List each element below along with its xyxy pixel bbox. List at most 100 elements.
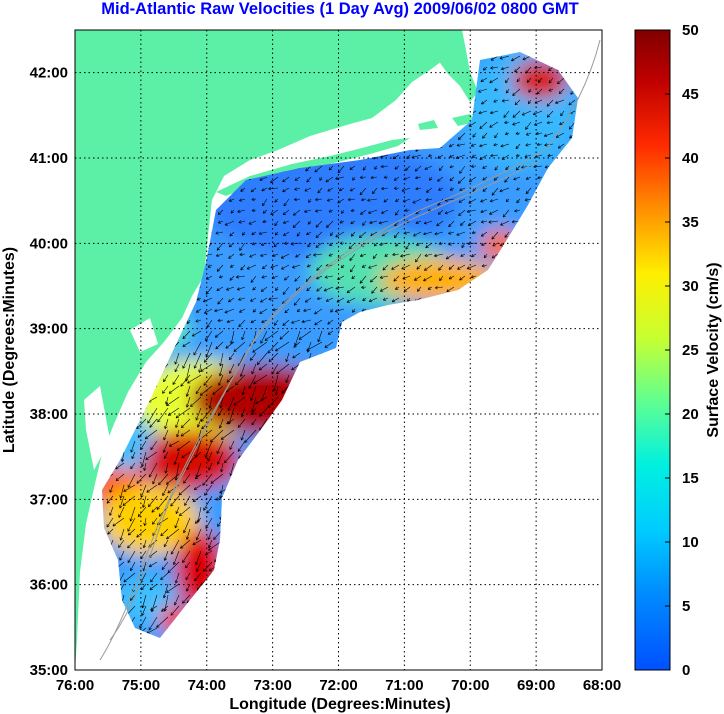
velocity-arrow (514, 99, 521, 106)
velocity-arrow (173, 451, 180, 465)
velocity-arrow (568, 99, 576, 106)
velocity-arrow (208, 462, 213, 471)
velocity-arrow (195, 550, 202, 566)
velocity-arrow (150, 605, 158, 611)
velocity-arrow (226, 374, 235, 383)
velocity-arrow (282, 319, 290, 326)
velocity-arrow (216, 242, 224, 251)
velocity-arrow (193, 484, 202, 490)
velocity-arrow (423, 275, 433, 282)
velocity-arrow (233, 396, 246, 406)
velocity-arrow (525, 143, 532, 147)
velocity-arrow (214, 330, 224, 338)
velocity-arrow (279, 330, 290, 340)
velocity-arrow (123, 484, 136, 492)
velocity-arrow (359, 253, 367, 257)
velocity-arrow (182, 352, 191, 369)
velocity-arrow (423, 231, 433, 236)
velocity-arrow (273, 319, 279, 326)
velocity-arrow (203, 352, 213, 363)
velocity-arrow (379, 275, 389, 279)
velocity-arrow (175, 407, 191, 419)
velocity-arrow (186, 583, 191, 592)
velocity-arrow (118, 506, 125, 518)
velocity-arrow (160, 528, 169, 537)
velocity-arrow (569, 121, 576, 130)
velocity-arrow (251, 231, 257, 236)
x-tick-label: 75:00 (122, 677, 160, 694)
velocity-arrow (434, 231, 444, 236)
velocity-arrow (368, 264, 378, 269)
velocity-arrow (341, 264, 345, 269)
velocity-arrow (316, 296, 323, 301)
velocity-arrow (459, 187, 466, 191)
velocity-arrow (338, 187, 345, 192)
velocity-arrow (130, 462, 136, 470)
velocity-arrow (163, 429, 169, 441)
velocity-arrow (216, 440, 224, 454)
velocity-arrow (168, 440, 180, 447)
velocity-arrow (481, 264, 488, 268)
velocity-arrow (384, 253, 389, 257)
velocity-arrow (546, 99, 554, 107)
velocity-arrow (166, 473, 180, 485)
velocity-arrow (187, 374, 202, 384)
velocity-arrow (433, 253, 444, 258)
velocity-arrow (163, 374, 169, 383)
velocity-arrow (224, 451, 235, 464)
velocity-arrow (139, 616, 147, 629)
velocity-arrow (471, 154, 477, 158)
velocity-arrow (369, 275, 378, 283)
velocity-arrow (404, 208, 411, 212)
velocity-arrow (521, 110, 532, 116)
land-mass (75, 30, 462, 670)
velocity-arrow (393, 275, 400, 282)
velocity-arrow (504, 120, 510, 125)
velocity-arrow (525, 187, 532, 195)
velocity-arrow (479, 143, 488, 148)
velocity-arrow (349, 165, 356, 170)
velocity-arrow (196, 308, 202, 313)
velocity-arrow (204, 440, 213, 458)
velocity-arrow (205, 517, 213, 529)
velocity-arrow (324, 275, 334, 279)
velocity-arrow (284, 308, 290, 314)
velocity-arrow (282, 176, 290, 183)
velocity-arrow (327, 330, 334, 335)
velocity-arrow (161, 605, 169, 612)
velocity-arrow (368, 209, 378, 214)
velocity-arrow (297, 308, 301, 313)
y-tick-label: 42:00 (30, 65, 68, 82)
velocity-arrow (115, 473, 125, 481)
velocity-arrow (294, 330, 301, 346)
velocity-arrow (374, 165, 378, 170)
velocity-arrow (163, 451, 169, 459)
velocity-arrow (424, 253, 433, 257)
velocity-arrow (381, 186, 389, 191)
velocity-arrow (122, 495, 136, 506)
velocity-arrow (417, 286, 422, 292)
velocity-arrow (461, 242, 466, 249)
velocity-arrow (335, 286, 345, 290)
velocity-arrow (284, 275, 290, 281)
velocity-arrow (236, 286, 246, 291)
velocity-arrow (240, 187, 246, 192)
velocity-arrow (482, 176, 488, 181)
velocity-arrow (216, 286, 224, 291)
velocity-arrow (283, 198, 290, 207)
velocity-arrow (218, 363, 224, 377)
velocity-arrow (275, 341, 290, 352)
velocity-arrow (163, 550, 169, 561)
velocity-arrow (294, 176, 301, 181)
velocity-arrow (137, 429, 147, 438)
velocity-arrow (258, 231, 268, 235)
velocity-arrow (193, 352, 202, 369)
velocity-arrow (493, 143, 499, 147)
chart-title: Mid-Atlantic Raw Velocities (1 Day Avg) … (101, 0, 578, 18)
velocity-arrow (407, 297, 411, 302)
velocity-arrow (501, 99, 510, 103)
velocity-arrow (481, 99, 488, 105)
velocity-arrow (339, 220, 345, 224)
velocity-arrow (391, 297, 400, 303)
